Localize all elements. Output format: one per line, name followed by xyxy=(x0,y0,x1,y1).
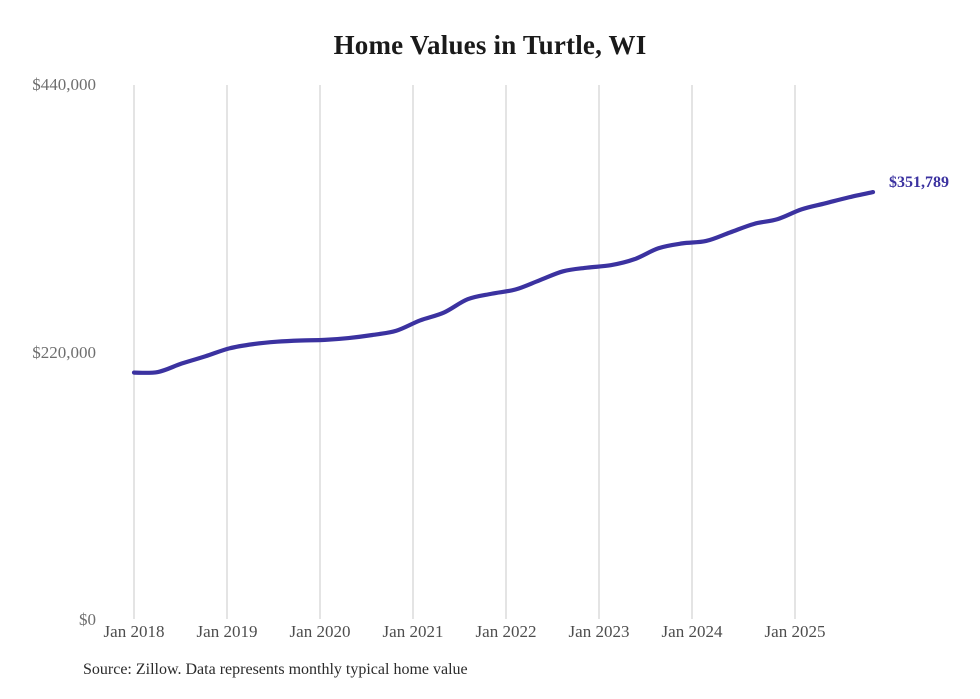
chart-title: Home Values in Turtle, WI xyxy=(333,30,647,60)
gridlines xyxy=(133,85,796,619)
x-tick-label-jan-2022: Jan 2022 xyxy=(475,622,537,641)
x-tick-label-jan-2020: Jan 2020 xyxy=(289,622,351,641)
x-tick-label-jan-2021: Jan 2021 xyxy=(382,622,444,641)
x-tick-label-jan-2019: Jan 2019 xyxy=(196,622,258,641)
x-tick-label-jan-2024: Jan 2024 xyxy=(661,622,723,641)
x-tick-label-jan-2025: Jan 2025 xyxy=(764,622,826,641)
y-tick-label-220000: $220,000 xyxy=(32,343,96,362)
home-value-series-line xyxy=(131,189,876,375)
source-note: Source: Zillow. Data represents monthly … xyxy=(83,661,468,678)
y-tick-label-440000: $440,000 xyxy=(32,75,96,94)
end-value-label: $351,789 xyxy=(889,174,949,192)
y-tick-label-0: $0 xyxy=(79,610,96,629)
x-tick-label-jan-2023: Jan 2023 xyxy=(568,622,630,641)
x-tick-label-jan-2018: Jan 2018 xyxy=(103,622,165,641)
